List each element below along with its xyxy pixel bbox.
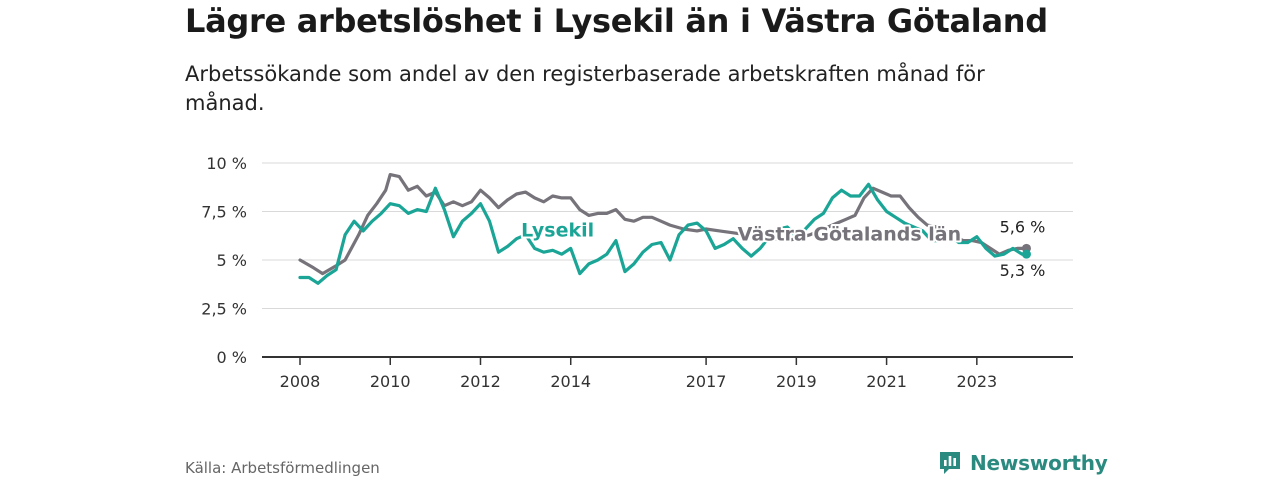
brand-name: Newsworthy	[970, 451, 1108, 475]
x-tick-label: 2019	[776, 372, 817, 391]
y-tick-label: 10 %	[206, 154, 247, 173]
x-tick-label: 2014	[550, 372, 591, 391]
bar-chart-speech-icon	[940, 452, 960, 474]
x-tick-label: 2023	[956, 372, 997, 391]
newsworthy-logo: Newsworthy	[938, 449, 1108, 477]
chart-subtitle: Arbetssökande som andel av den registerb…	[185, 62, 985, 115]
series-label-lysekil: Lysekil	[521, 220, 594, 242]
y-tick-label: 7,5 %	[201, 203, 247, 222]
source-note: Källa: Arbetsförmedlingen	[185, 459, 380, 477]
x-tick-label: 2012	[460, 372, 501, 391]
chart-title: Lägre arbetslöshet i Lysekil än i Västra…	[185, 2, 1048, 40]
x-axis: 2008 2010 2012 2014 2017 2019 2021 2023	[262, 356, 1073, 391]
series-label-region: Västra Götalands län	[738, 224, 961, 246]
grid-lines	[262, 162, 1073, 309]
series-line-lysekil	[298, 182, 1029, 285]
x-tick-label: 2021	[866, 372, 907, 391]
x-tick-label: 2008	[280, 372, 321, 391]
x-tick-label: 2017	[686, 372, 727, 391]
end-value-label-lysekil: 5,3 %	[1000, 261, 1046, 280]
series-lines	[298, 173, 1031, 285]
y-axis-ticks: 0 % 2,5 % 5 % 7,5 % 10 %	[201, 154, 247, 367]
y-tick-label: 5 %	[217, 251, 247, 270]
series-labels: Västra Götalands län Lysekil 5,6 % 5,3 %	[519, 216, 1047, 282]
y-tick-label: 2,5 %	[201, 300, 247, 319]
end-point-lysekil	[1021, 249, 1031, 259]
x-tick-label: 2010	[370, 372, 411, 391]
end-value-label-region: 5,6 %	[1000, 217, 1046, 236]
y-tick-label: 0 %	[217, 348, 247, 367]
series-line-region	[298, 173, 1029, 276]
